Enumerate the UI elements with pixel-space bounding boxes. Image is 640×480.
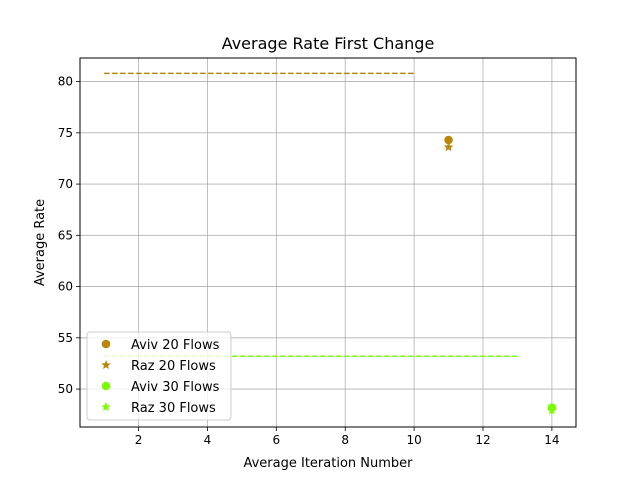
legend-label: Raz 30 Flows bbox=[131, 401, 216, 416]
legend-items: Aviv 20 Flows Raz 20 Flows Aviv 30 Flows Ra… bbox=[101, 338, 220, 416]
x-tick-label: 4 bbox=[204, 433, 212, 447]
legend-box bbox=[86, 331, 232, 421]
chart-title: Average Rate First Change bbox=[222, 34, 435, 53]
legend-marker bbox=[101, 339, 111, 349]
y-tick-label: 60 bbox=[58, 280, 73, 294]
x-tick-label: 2 bbox=[135, 433, 143, 447]
y-tick-label: 55 bbox=[58, 331, 73, 345]
axis-ticks: 2 4 6 8 10 12 14 50 55 60 65 70 75 80 bbox=[58, 75, 560, 447]
data-point bbox=[547, 405, 557, 415]
y-tick-label: 80 bbox=[58, 75, 73, 89]
legend-label: Aviv 30 Flows bbox=[131, 380, 220, 395]
plot-frame bbox=[79, 57, 577, 428]
legend-label: Raz 20 Flows bbox=[131, 359, 216, 374]
legend-marker bbox=[101, 360, 111, 370]
x-tick-label: 14 bbox=[544, 433, 559, 447]
x-tick-label: 10 bbox=[406, 433, 421, 447]
legend-marker bbox=[101, 402, 111, 412]
x-axis-label: Average Iteration Number bbox=[243, 456, 413, 471]
data-point bbox=[444, 135, 453, 145]
x-tick-label: 12 bbox=[475, 433, 490, 447]
data-point bbox=[443, 142, 454, 152]
legend-label: Aviv 20 Flows bbox=[131, 338, 220, 353]
x-tick-label: 8 bbox=[341, 433, 349, 447]
x-tick-label: 6 bbox=[273, 433, 281, 447]
y-tick-label: 70 bbox=[58, 177, 73, 191]
y-tick-label: 50 bbox=[58, 382, 73, 396]
y-tick-label: 65 bbox=[58, 228, 73, 242]
y-axis-label: Average Rate bbox=[33, 199, 48, 286]
legend-marker bbox=[101, 381, 111, 391]
data-points bbox=[443, 135, 557, 415]
y-tick-label: 75 bbox=[58, 126, 73, 140]
legend: Aviv 20 Flows Raz 20 Flows Aviv 30 Flows Ra… bbox=[86, 331, 232, 421]
